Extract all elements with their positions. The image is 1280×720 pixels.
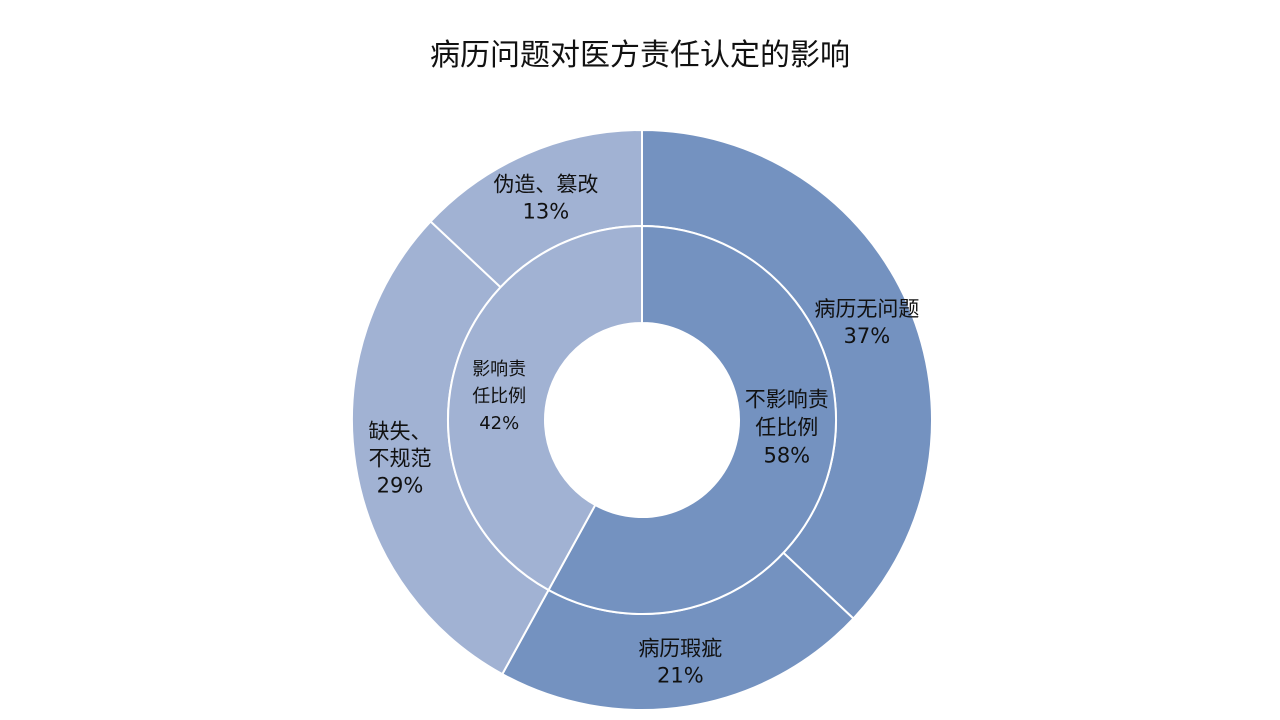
outer-label-伪造篡改: 伪造、篡改 13%: [493, 172, 598, 223]
inner-ring-slice-1: [547, 224, 837, 615]
outer-label-缺失不规范: 缺失、不规范 29%: [369, 419, 432, 497]
outer-label-病历无问题: 病历无问题 37%: [814, 297, 919, 348]
inner-label-影响责任比例: 影响责任比例 42%: [472, 359, 526, 434]
inner-label-不影响责任比例: 不影响责任比例 58%: [745, 388, 829, 468]
chart-title: 病历问题对医方责任认定的影响: [430, 38, 850, 73]
inner-ring-slice-2: [447, 224, 643, 592]
outer-label-病历瑕疵: 病历瑕疵 21%: [638, 636, 722, 687]
